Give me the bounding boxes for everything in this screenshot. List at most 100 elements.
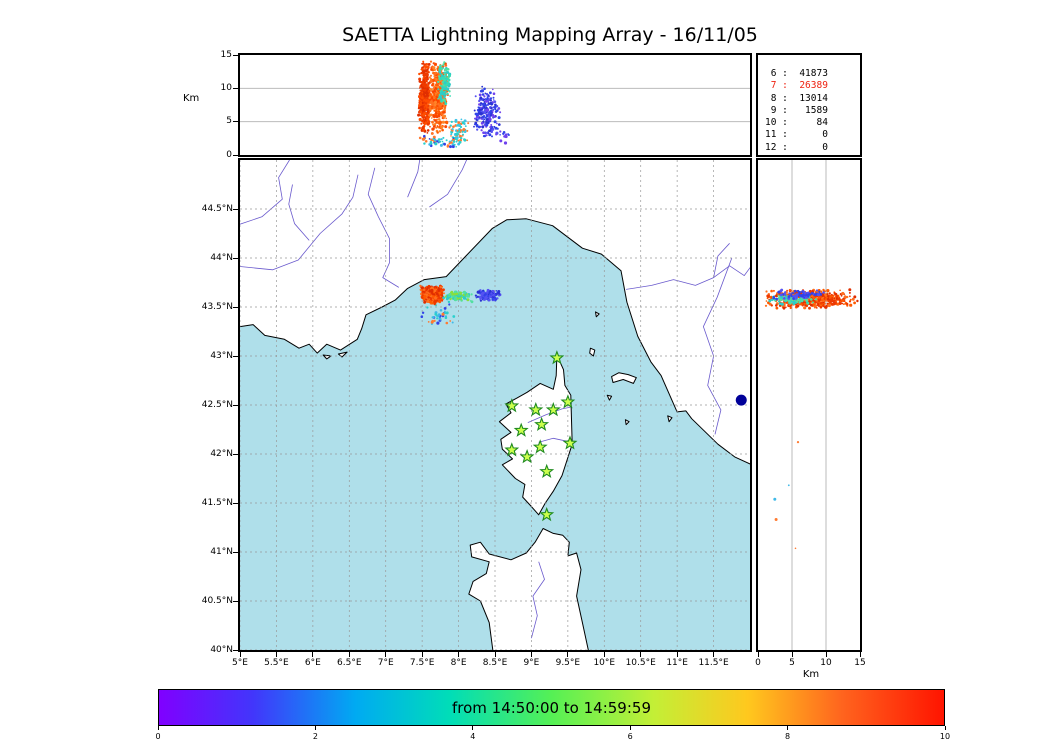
altitude-vs-latitude-panel bbox=[756, 158, 862, 652]
tick-mark bbox=[494, 652, 496, 657]
station-star-marker bbox=[560, 394, 576, 409]
colorbar-tick-label: 4 bbox=[470, 732, 476, 741]
altitude-latitude-plot bbox=[764, 160, 859, 650]
station-star-marker bbox=[519, 449, 535, 464]
altitude-tick-label-bottom: 15 bbox=[854, 658, 866, 668]
latitude-tick-label: 44°N bbox=[210, 252, 233, 263]
latitude-tick-label: 42°N bbox=[210, 448, 233, 459]
altitude-tick-label: 5 bbox=[226, 116, 232, 127]
longitude-tick-label: 9°E bbox=[523, 658, 540, 668]
station-star-marker bbox=[513, 422, 529, 437]
stat-row: 8 : 13014 bbox=[765, 92, 828, 104]
map-plot bbox=[240, 160, 750, 650]
station-star-marker bbox=[532, 439, 548, 454]
tick-mark bbox=[312, 652, 314, 657]
station-star-marker bbox=[539, 463, 555, 478]
altitude-tick-label-bottom: 5 bbox=[789, 658, 795, 668]
tick-mark bbox=[233, 87, 238, 89]
tick-mark bbox=[233, 649, 238, 651]
colorbar-tick-label: 2 bbox=[312, 732, 318, 741]
stat-row: 12 : 0 bbox=[765, 141, 828, 153]
longitude-tick-label: 6°E bbox=[304, 658, 321, 668]
altitude-vs-longitude-panel bbox=[238, 53, 752, 157]
tick-mark bbox=[421, 652, 423, 657]
tick-mark bbox=[275, 652, 277, 657]
tick-mark bbox=[233, 404, 238, 406]
tick-mark bbox=[640, 652, 642, 657]
tick-mark bbox=[233, 600, 238, 602]
station-star-marker bbox=[528, 402, 544, 417]
tick-mark bbox=[472, 726, 474, 730]
tick-mark bbox=[233, 154, 238, 156]
stat-row: 11 : 0 bbox=[765, 129, 828, 141]
latitude-tick-label: 44.5°N bbox=[201, 203, 233, 214]
station-star-marker bbox=[562, 435, 578, 450]
stat-row: 10 : 84 bbox=[765, 117, 828, 129]
lightning-scatter-alt-lat bbox=[764, 288, 859, 550]
station-star-marker bbox=[549, 350, 565, 365]
stat-row: 7 : 26389 bbox=[765, 80, 828, 92]
station-star-marker bbox=[534, 416, 550, 431]
latitude-tick-label: 42.5°N bbox=[201, 399, 233, 410]
latitude-tick-label: 40.5°N bbox=[201, 595, 233, 606]
tick-mark bbox=[233, 208, 238, 210]
tick-mark bbox=[791, 652, 793, 657]
altitude-tick-label: 15 bbox=[220, 49, 232, 60]
latitude-tick-label: 41.5°N bbox=[201, 497, 233, 508]
tick-mark bbox=[385, 652, 387, 657]
longitude-tick-label: 11.5°E bbox=[698, 658, 729, 668]
tick-mark bbox=[757, 652, 759, 657]
longitude-tick-label: 5°E bbox=[232, 658, 248, 668]
lightning-scatter-lon-lat bbox=[419, 284, 502, 325]
tick-mark bbox=[233, 551, 238, 553]
longitude-tick-label: 5.5°E bbox=[264, 658, 289, 668]
station-star-marker bbox=[545, 402, 561, 417]
navy-dot-marker bbox=[735, 394, 747, 406]
tick-mark bbox=[233, 355, 238, 357]
tick-mark bbox=[629, 726, 631, 730]
tick-mark bbox=[314, 726, 316, 730]
time-colorbar: from 14:50:00 to 14:59:59 bbox=[158, 689, 945, 726]
longitude-tick-label: 7°E bbox=[377, 658, 394, 668]
tick-mark bbox=[825, 652, 827, 657]
station-star-marker bbox=[504, 442, 520, 457]
source-count-list: 6 : 41873 7 : 26389 8 : 13014 9 : 1589 10… bbox=[758, 55, 860, 154]
latitude-tick-label: 43.5°N bbox=[201, 301, 233, 312]
altitude-tick-label: 10 bbox=[220, 82, 232, 93]
colorbar-tick-label: 6 bbox=[627, 732, 633, 741]
lightning-scatter-alt-lon bbox=[417, 60, 510, 149]
stat-row: 9 : 1589 bbox=[765, 104, 828, 116]
station-star-marker bbox=[504, 398, 520, 413]
figure-title: SAETTA Lightning Mapping Array - 16/11/0… bbox=[342, 24, 758, 46]
tick-mark bbox=[157, 726, 159, 730]
colorbar-tick-label: 10 bbox=[939, 732, 951, 741]
stat-row: 6 : 41873 bbox=[765, 68, 828, 79]
tick-mark bbox=[458, 652, 460, 657]
source-count-stats-panel: 6 : 41873 7 : 26389 8 : 13014 9 : 1589 10… bbox=[756, 53, 862, 157]
latitude-tick-label: 43°N bbox=[210, 350, 233, 361]
longitude-tick-label: 10.5°E bbox=[625, 658, 656, 668]
tick-mark bbox=[603, 652, 605, 657]
longitude-tick-label: 8.5°E bbox=[482, 658, 508, 668]
longitude-tick-label: 8°E bbox=[450, 658, 467, 668]
colorbar-tick-label: 8 bbox=[785, 732, 791, 741]
station-markers bbox=[504, 350, 578, 522]
tick-mark bbox=[233, 306, 238, 308]
altitude-tick-label-bottom: 10 bbox=[820, 658, 832, 668]
land-polygons bbox=[240, 160, 750, 650]
altitude-tick-label-bottom: 0 bbox=[755, 658, 761, 668]
map-panel bbox=[238, 158, 752, 652]
tick-mark bbox=[233, 121, 238, 123]
tick-mark bbox=[233, 257, 238, 259]
tick-mark bbox=[713, 652, 715, 657]
tick-mark bbox=[676, 652, 678, 657]
altitude-axis-label-bottom: Km bbox=[802, 669, 820, 680]
station-star-marker bbox=[539, 506, 555, 522]
colorbar-tick-label: 0 bbox=[155, 732, 161, 741]
tick-mark bbox=[944, 726, 946, 730]
longitude-tick-label: 6.5°E bbox=[337, 658, 362, 668]
altitude-longitude-plot bbox=[240, 60, 750, 149]
altitude-tick-label: 0 bbox=[226, 149, 232, 160]
tick-mark bbox=[787, 726, 789, 730]
